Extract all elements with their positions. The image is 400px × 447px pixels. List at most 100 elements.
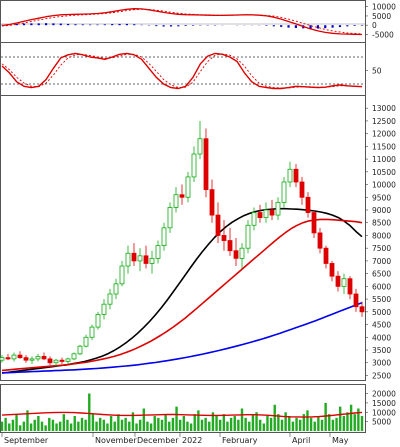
candle-body [347,278,353,295]
volume-bar [291,421,295,431]
x-axis-label: November [95,436,137,445]
volume-bar [40,421,44,431]
volume-bar [218,419,222,431]
macd-tick-label: 10000 [372,3,396,12]
candle-body [59,359,65,362]
volume-bar [240,408,244,431]
volume-bar [22,421,26,431]
candle-body [65,358,71,362]
candle-body [143,255,149,264]
candle-body [257,212,263,219]
price-tick-label: 10000 [372,181,396,190]
candle-body [77,345,83,355]
volume-bar [277,414,280,431]
candle-body [305,196,311,213]
x-axis-label: 2022 [182,436,202,445]
volume-bar [84,419,87,431]
candle-body [281,181,287,203]
volume-bar [204,417,207,431]
macd-macd-line [1,8,363,36]
candle-body [47,358,53,364]
candle-body [0,357,5,361]
volume-bar [120,419,124,431]
price-tick-label: 9000 [372,206,391,215]
volume-bar [131,412,135,431]
volume-bar [262,423,266,431]
volume-bar [29,423,33,431]
macd-tick-label: -5000 [372,30,394,39]
candle-body [191,153,197,178]
volume-bar [182,416,186,431]
price-tick-label: 8500 [372,219,391,228]
price-tick-label: 11500 [372,142,396,151]
volume-bar [66,419,69,431]
volume-bar [338,406,342,431]
volume-bar [258,419,262,431]
volume-bar [313,421,316,431]
volume-bar [193,414,196,431]
volume-bar [157,417,160,431]
volume-bar [109,416,113,431]
volume-bar [360,416,364,431]
candle-body [203,138,209,191]
candle-body [263,209,269,219]
price-ma_long-line [1,301,363,374]
price-tick-label: 12500 [372,117,396,126]
volume-bar [273,404,276,431]
volume-bar [37,416,40,431]
candle-body [341,278,347,287]
volume-bar [328,414,331,431]
candles [0,120,365,367]
candle-body [161,227,167,247]
candle-body [311,212,317,234]
volume-bar [306,410,309,431]
candle-body [185,176,191,198]
candle-body [125,252,131,267]
volume-bar [269,417,273,431]
volume-bar [171,417,175,431]
volume-bar [135,423,138,431]
stoch-panel: 50 [0,42,382,96]
volume-bar [77,421,80,431]
macd-panel-frame [0,0,366,43]
volume-bar [178,419,182,431]
candle-body [233,250,239,259]
volume-bar [215,416,218,431]
candle-body [173,194,179,208]
volume-bar [51,419,55,431]
candle-body [353,293,359,308]
candle-body [23,357,29,361]
volume-bar [11,419,15,431]
volume-bar [298,419,302,431]
volume-bar [222,414,226,431]
volume-bar [146,421,149,431]
candle-body [269,209,275,216]
volume-ma-line [1,411,363,418]
candle-body [17,354,23,359]
volume-bar [98,417,102,431]
volume-bar [211,412,215,431]
candle-body [119,265,125,285]
candle-body [71,353,77,360]
price-tick-label: 8000 [372,231,391,240]
volume-tick-label: 20000 [372,390,396,399]
stoch-axis: 50 [365,67,382,76]
candle-body [155,245,161,259]
candle-body [89,326,95,338]
x-axis: September November December 2022 February Apr… [1,432,349,445]
volume-bar [58,421,62,431]
price-tick-label: 13000 [372,104,396,113]
volume-bar [164,414,167,431]
volume-tick-label: 15000 [372,399,396,408]
volume-bar [342,416,346,431]
volume-bar [48,417,51,431]
volume-bar [142,408,146,431]
moving-averages [1,207,363,374]
x-axis-label: May [332,436,349,445]
candle-body [137,255,143,262]
volume-bar [153,416,156,431]
candle-body [335,275,341,287]
